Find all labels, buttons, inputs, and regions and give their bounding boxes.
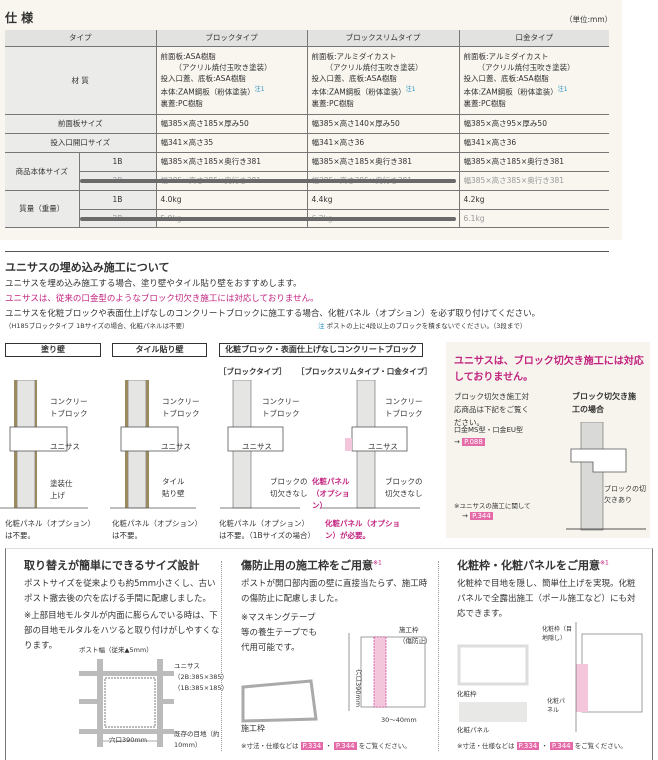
- diagram-label: 化粧パネル（オプション）: [312, 477, 350, 510]
- embed-warning: ユニサスは、従来の口金型のようなブロック切欠き施工には対応しておりません。: [5, 294, 319, 304]
- diagram-label: ブロックの切欠きなし: [270, 477, 308, 498]
- spec-section: 仕 様 （単位:mm） タイプ ブロックタイプ ブロックスリムタイプ 口金タイプ 材 …: [0, 0, 622, 240]
- diagram-label: 既存の目地（約10mm）: [174, 730, 220, 749]
- table-row: 2B5.9kg6.3kg6.1kg: [5, 209, 609, 228]
- frame-image: [241, 679, 318, 723]
- diagram-label: ブロックの切欠きあり: [604, 485, 646, 504]
- diagram-label: ユニサス: [50, 442, 80, 451]
- feature-title: 取り替えが簡単にできるサイズ設計: [24, 559, 200, 572]
- feature-size: 取り替えが簡単にできるサイズ設計 ポストサイズを従来よりも約5mm小さくし、古い…: [24, 559, 229, 749]
- table-row: 商品本体サイズ 1B 幅385×高さ185×奥行き381 幅385×高さ185×奥行き…: [5, 152, 609, 191]
- diagram-label: コンクリートブロック: [162, 397, 200, 418]
- page-ref-link[interactable]: P.344: [549, 742, 573, 750]
- image-label: 化粧枠: [457, 690, 477, 698]
- embed-title: ユニサスの埋め込み施工について: [5, 261, 170, 274]
- feature-title: 化粧枠・化粧パネルをご用意: [457, 559, 600, 572]
- diagram-label: コンクリートブロック: [385, 397, 423, 418]
- strikethrough-line: [80, 217, 456, 221]
- model-text: 口金MS型・口金EU型: [454, 426, 524, 434]
- embed-text: （H185ブロックタイプ 1Bサイズの場合、化粧パネルは不要）: [5, 322, 189, 330]
- divider: [221, 561, 222, 751]
- warning-title: ユニサスは、ブロック切欠き施工には対応しておりません。: [454, 356, 644, 383]
- page-ref-link[interactable]: P.344: [333, 742, 357, 750]
- size-diagram: [79, 659, 174, 747]
- page-ref-link[interactable]: P.344: [470, 512, 493, 520]
- strikethrough-line: [80, 179, 456, 183]
- divider: [5, 251, 609, 252]
- feature-text: ポストサイズを従来よりも約5mm小さくし、古いポスト撤去後の穴を広げる手間に配慮…: [24, 579, 216, 604]
- divider: [438, 561, 439, 751]
- spec-table: タイプ ブロックタイプ ブロックスリムタイプ 口金タイプ 材 質 前面板:ASA樹脂（…: [5, 30, 609, 228]
- sub-label: ［ブロックスリムタイプ・口金タイプ］: [297, 367, 432, 376]
- caption: 化粧パネル（オプション）は不要。: [5, 519, 95, 540]
- diagram-label: ブロックの切欠きなし: [385, 477, 423, 498]
- diagram-label: 30〜40mm: [381, 716, 417, 724]
- spec-title: 仕 様: [5, 11, 34, 25]
- image-label: 施工枠: [241, 724, 265, 733]
- caption: 化粧パネル（オプション）は不要。: [112, 519, 202, 540]
- warning-box: ユニサスは、ブロック切欠き施工には対応しておりません。 ブロック切欠き施工対応商…: [446, 342, 650, 538]
- feature-note: ※マスキングテープ等の養生テープでも代用可能です。: [241, 613, 317, 653]
- feature-panel: 化粧枠・化粧パネルをご用意※1 化粧枠で目地を隠し、簡単仕上げを実現。化粧パネル…: [457, 549, 647, 750]
- embed-note: 注 ポストの上に4段以上のブロックを積まないでください。（3段まで）: [318, 322, 527, 330]
- caption: 化粧パネル（オプション）が必要。: [325, 519, 400, 540]
- page-ref-link[interactable]: P.334: [516, 742, 540, 750]
- diagram-label: 穴口390mm: [354, 669, 362, 708]
- table-header-row: タイプ ブロックタイプ ブロックスリムタイプ 口金タイプ: [5, 30, 609, 47]
- feature-frame: 傷防止用の施工枠をご用意※1 ポストが開口部内面の壁に直接当たらず、施工時の傷防…: [241, 559, 432, 750]
- diagram-label: タイル貼り壁: [162, 477, 185, 498]
- panel-diagram: [575, 622, 643, 732]
- table-row: 前面板サイズ 幅385×高さ185×厚み50 幅385×高さ140×厚み50 幅385…: [5, 114, 609, 134]
- diagram-label: 化粧パネル: [547, 698, 566, 714]
- diagram-label: ユニサス: [242, 442, 272, 451]
- table-row: 材 質 前面板:ASA樹脂 （アクリル焼付玉吹き塗装） 投入口蓋、底板:ASA樹脂本…: [5, 46, 609, 115]
- feature-text: 化粧枠で目地を隠し、簡単仕上げを実現。化粧パネルで全露出施工（ポール施工など）に…: [457, 579, 636, 619]
- feature-text: ポストが開口部内面の壁に直接当たらず、施工時の傷防止に配慮しました。: [241, 579, 428, 604]
- caption: 化粧パネル（オプション）は不要。（1Bサイズの場合）: [219, 519, 315, 540]
- diagram-label: ユニサス: [161, 442, 191, 451]
- feature-title: 傷防止用の施工枠をご用意: [241, 559, 373, 572]
- diagram-label: 施工枠（傷防止）: [399, 626, 432, 645]
- page-ref-link[interactable]: P.088: [462, 438, 485, 446]
- label-box: タイル貼り壁: [112, 343, 207, 357]
- page-ref-link[interactable]: P.334: [300, 742, 324, 750]
- table-row: 投入口開口サイズ 幅341×高さ35 幅341×高さ36 幅341×高さ36: [5, 133, 609, 153]
- frame-diagram: [348, 633, 426, 711]
- diagram-label: ユニサス: [368, 442, 398, 451]
- label-box: 塗り壁: [5, 343, 101, 357]
- cut-diagram: [566, 422, 646, 531]
- features-section: 取り替えが簡単にできるサイズ設計 ポストサイズを従来よりも約5mm小さくし、古い…: [5, 548, 653, 760]
- diagram-label: 化粧枠（目地隠し）: [542, 626, 573, 642]
- embed-text: ユニサスを埋め込み施工する場合、塗り壁やタイル貼り壁をおすすめします。: [5, 279, 302, 289]
- diagram-label: ポスト幅（従来▲5mm）: [79, 646, 153, 654]
- diagram-label: コンクリートブロック: [50, 397, 88, 418]
- image-label: 化粧パネル: [457, 726, 490, 734]
- warning-text: ブロック切欠き施工対応商品は下記をご覧ください。: [454, 392, 529, 427]
- diagram-label: コンクリートブロック: [262, 397, 300, 418]
- sub-label: ［ブロックタイプ］: [219, 367, 287, 376]
- diagram-label: 穴口390mm: [109, 736, 148, 744]
- wall-diagrams: [0, 380, 420, 509]
- diagram-title: ブロック切欠き施工の場合: [572, 392, 636, 414]
- embed-text: ユニサスを化粧ブロックや表面仕上げなしのコンクリートブロックに施工する場合、化粧…: [5, 309, 541, 319]
- feature-note: ※上部目地モルタルが内面に膨らんでいる時は、下部の目地モルタルをハツると取り付け…: [24, 611, 220, 651]
- table-row: 質量（重量） 1B 4.0kg 4.4kg 4.2kg: [5, 190, 609, 228]
- panel-images: [457, 644, 529, 722]
- label-box: 化粧ブロック・表面仕上げなしコンクリートブロック: [219, 343, 423, 357]
- unit-label: （単位:mm）: [565, 15, 613, 24]
- warning-note: ※ユニサスの施工に関して: [454, 502, 531, 510]
- diagram-label: 塗装仕上げ: [50, 479, 73, 500]
